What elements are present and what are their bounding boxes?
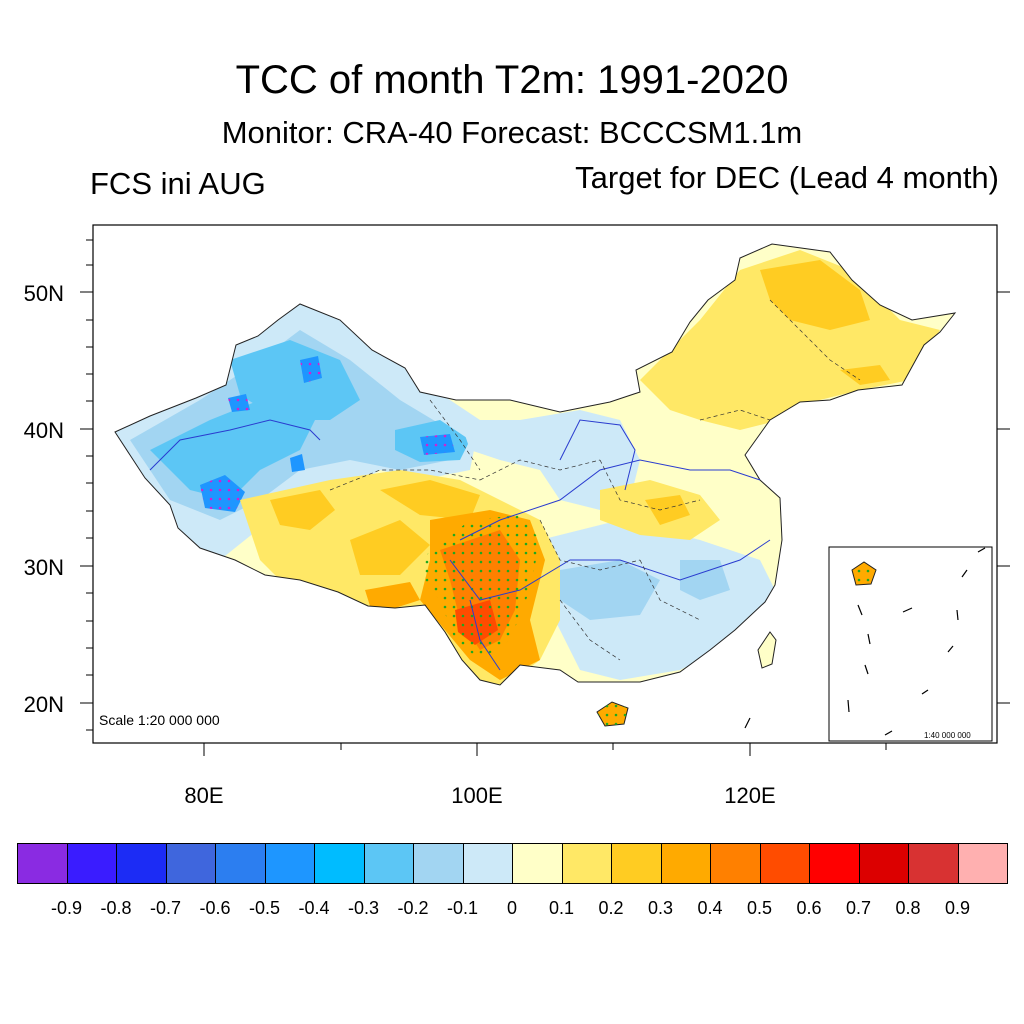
lon-ticks xyxy=(203,743,887,756)
colorbar-label: 0.9 xyxy=(944,898,971,918)
colorbar-label: -0.2 xyxy=(397,898,429,918)
colorbar-swatch xyxy=(462,843,513,884)
colorbar-swatch xyxy=(611,843,662,884)
colorbar-label: -0.6 xyxy=(199,898,231,918)
colorbar-label: 0.6 xyxy=(796,898,822,918)
colorbar-label: 0 xyxy=(506,898,517,918)
colorbar-swatch xyxy=(116,843,167,884)
colorbar-label: 0.7 xyxy=(845,898,872,918)
lat-label-30n: 30N xyxy=(23,555,64,580)
colorbar-swatch xyxy=(165,843,216,884)
hainan-stipple xyxy=(597,702,628,726)
rivers xyxy=(149,419,771,671)
colorbar-label: 0.5 xyxy=(746,898,773,918)
colorbar-label: -0.5 xyxy=(248,898,281,918)
colorbar-swatch xyxy=(809,843,860,884)
significance-stipple xyxy=(200,356,540,660)
map-title: TCC of month T2m: 1991-2020 xyxy=(235,58,789,102)
colorbar-swatch xyxy=(215,843,266,884)
colorbar-label: 0.8 xyxy=(895,898,921,918)
scale-label: Scale 1:20 000 000 xyxy=(99,712,220,728)
colorbar-swatch xyxy=(561,843,612,884)
colorbar-label: 0.3 xyxy=(647,898,674,918)
colorbar-swatch xyxy=(858,843,909,884)
island-mark xyxy=(744,717,751,729)
lat-label-40n: 40N xyxy=(23,418,64,443)
colorbar-label: 0.1 xyxy=(548,898,575,918)
lon-label-80e: 80E xyxy=(184,783,224,808)
target-label: Target for DEC (Lead 4 month) xyxy=(575,160,999,195)
colorbar-label: 0.2 xyxy=(598,898,624,918)
taiwan-shape xyxy=(757,631,777,669)
colorbar-label: -0.7 xyxy=(149,898,182,918)
colorbar-swatch xyxy=(660,843,711,884)
colorbar-swatch xyxy=(512,843,563,884)
lon-label-120e: 120E xyxy=(724,783,776,808)
colorbar-swatch xyxy=(413,843,464,884)
map-subtitle: Monitor: CRA-40 Forecast: BCCCSM1.1m xyxy=(221,115,803,150)
lat-ticks xyxy=(80,239,1010,731)
colorbar-swatch xyxy=(957,843,1008,884)
colorbar-label: 0.4 xyxy=(697,898,723,918)
lat-label-20n: 20N xyxy=(23,692,64,717)
inset-scale-label: 1:40 000 000 xyxy=(924,731,971,740)
country-border xyxy=(114,243,957,686)
colorbar-swatch xyxy=(66,843,117,884)
colorbar-label: -0.3 xyxy=(347,898,380,918)
province-borders xyxy=(329,299,861,661)
lon-label-100e: 100E xyxy=(451,783,503,808)
colorbar-label: -0.9 xyxy=(50,898,83,918)
inset-dashline xyxy=(847,547,986,736)
lat-label-50n: 50N xyxy=(23,281,64,306)
colorbar-label: -0.1 xyxy=(446,898,479,918)
inset-hainan-stipple xyxy=(852,562,876,585)
colorbar-swatch xyxy=(759,843,810,884)
colorbar xyxy=(17,843,1008,885)
colorbar-swatch xyxy=(710,843,761,884)
colorbar-swatch xyxy=(314,843,365,884)
colorbar-swatch xyxy=(363,843,414,884)
colorbar-label: -0.8 xyxy=(100,898,132,918)
colorbar-swatch xyxy=(264,843,315,884)
colorbar-swatch xyxy=(17,843,68,884)
init-label: FCS ini AUG xyxy=(90,166,266,201)
colorbar-label: -0.4 xyxy=(298,898,330,918)
colorbar-swatch xyxy=(908,843,959,884)
